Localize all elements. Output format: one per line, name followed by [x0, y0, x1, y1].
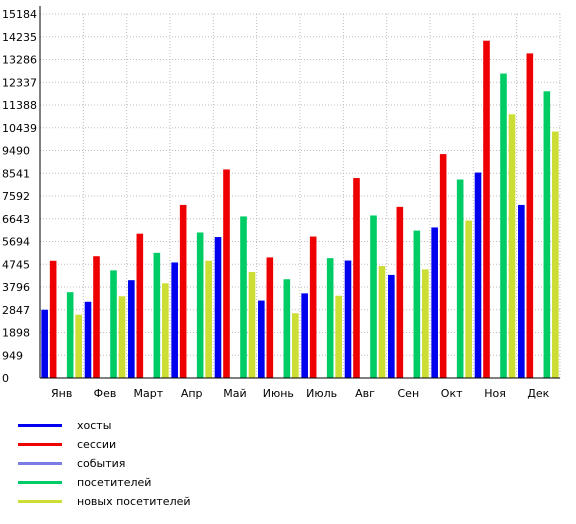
bar — [413, 230, 421, 378]
bar — [248, 272, 256, 378]
legend-swatch — [18, 462, 62, 465]
y-tick-label: 10439 — [2, 122, 37, 135]
bar — [84, 301, 92, 378]
x-tick-label: Май — [223, 387, 246, 400]
y-tick-label: 949 — [2, 349, 23, 362]
bars — [41, 40, 559, 379]
y-tick-label: 3796 — [2, 281, 30, 294]
y-tick-label: 8541 — [2, 167, 30, 180]
bar — [309, 236, 317, 378]
bar — [153, 252, 161, 378]
bar — [508, 114, 516, 379]
bar — [439, 154, 447, 378]
bar — [171, 262, 178, 378]
grid-lines — [40, 13, 561, 378]
x-tick-label: Апр — [181, 387, 203, 400]
bar — [93, 256, 100, 378]
x-tick-label: Авг — [355, 387, 375, 400]
bar — [422, 269, 429, 378]
bar — [41, 309, 48, 378]
bar — [136, 233, 144, 378]
y-tick-label: 12337 — [2, 76, 37, 89]
legend-swatch — [18, 500, 62, 503]
legend-swatch — [18, 443, 62, 446]
bar — [128, 280, 135, 378]
bar — [223, 169, 230, 378]
bar — [118, 296, 126, 378]
y-tick-label: 6643 — [2, 213, 30, 226]
bar — [292, 313, 299, 378]
bar — [49, 260, 57, 378]
x-tick-label: Янв — [51, 387, 72, 400]
x-tick-label: Ноя — [484, 387, 506, 400]
legend-label: посетителей — [77, 476, 152, 489]
bar — [353, 178, 360, 378]
y-tick-label: 15184 — [2, 8, 37, 21]
y-tick-label: 9490 — [2, 145, 30, 158]
bar — [483, 40, 490, 379]
legend: хосты сессии события посетителей новых посет… — [18, 416, 191, 511]
bar — [75, 314, 82, 378]
bar — [214, 237, 222, 378]
bar — [474, 172, 482, 378]
x-tick-label: Сен — [398, 387, 420, 400]
x-tick-label: Окт — [441, 387, 463, 400]
y-tick-label: 7592 — [2, 190, 30, 203]
y-tick-label: 2847 — [2, 304, 30, 317]
bar — [205, 260, 212, 378]
y-tick-label: 13286 — [2, 54, 37, 67]
bar — [396, 206, 404, 378]
bar — [344, 260, 352, 378]
legend-label: хосты — [77, 419, 112, 432]
x-tick-label: Март — [134, 387, 164, 400]
bar — [552, 131, 559, 378]
bar — [335, 295, 342, 378]
bar — [162, 283, 169, 378]
bar — [326, 258, 334, 378]
bar — [370, 215, 377, 378]
y-tick-label: 11388 — [2, 99, 37, 112]
legend-item: сессии — [18, 435, 191, 454]
legend-item: хосты — [18, 416, 191, 435]
bar — [240, 216, 247, 378]
bar — [431, 227, 438, 378]
y-tick-label: 1898 — [2, 327, 30, 340]
x-tick-labels: Янв Фев Март Апр Май Июнь Июль Авг Сен Окт Ноя Дек — [51, 387, 550, 400]
legend-item: посетителей — [18, 473, 191, 492]
bar — [283, 279, 291, 378]
bar — [378, 266, 386, 378]
bar — [500, 73, 507, 378]
y-tick-label: 4745 — [2, 258, 30, 271]
bar — [518, 204, 525, 378]
legend-swatch — [18, 424, 62, 427]
x-tick-label: Фев — [94, 387, 117, 400]
y-tick-label: 5694 — [2, 236, 30, 249]
y-tick-label: 0 — [2, 372, 9, 385]
x-tick-label: Дек — [527, 387, 549, 400]
legend-swatch — [18, 481, 62, 484]
bar — [465, 220, 472, 378]
x-tick-label: Июнь — [263, 387, 294, 400]
bar — [66, 292, 74, 378]
bar — [266, 257, 274, 378]
bar — [543, 91, 551, 379]
legend-label: сессии — [77, 438, 117, 451]
bar — [258, 300, 265, 378]
bar — [110, 270, 117, 378]
bar — [196, 232, 204, 378]
legend-label: события — [77, 457, 126, 470]
axes — [39, 6, 560, 379]
bar — [456, 179, 464, 378]
bar-chart: 0 949 1898 2847 3796 4745 5694 6643 7592 8541 9490… — [2, 6, 561, 400]
bar — [526, 53, 534, 379]
bar — [388, 274, 395, 378]
y-tick-label: 14235 — [2, 31, 37, 44]
x-tick-label: Июль — [306, 387, 337, 400]
legend-label: новых посетителей — [77, 495, 191, 508]
y-tick-labels: 0 949 1898 2847 3796 4745 5694 6643 7592 8541 9490… — [2, 8, 37, 385]
legend-item: события — [18, 454, 191, 473]
bar — [179, 204, 187, 378]
legend-item: новых посетителей — [18, 492, 191, 511]
bar — [301, 293, 308, 378]
